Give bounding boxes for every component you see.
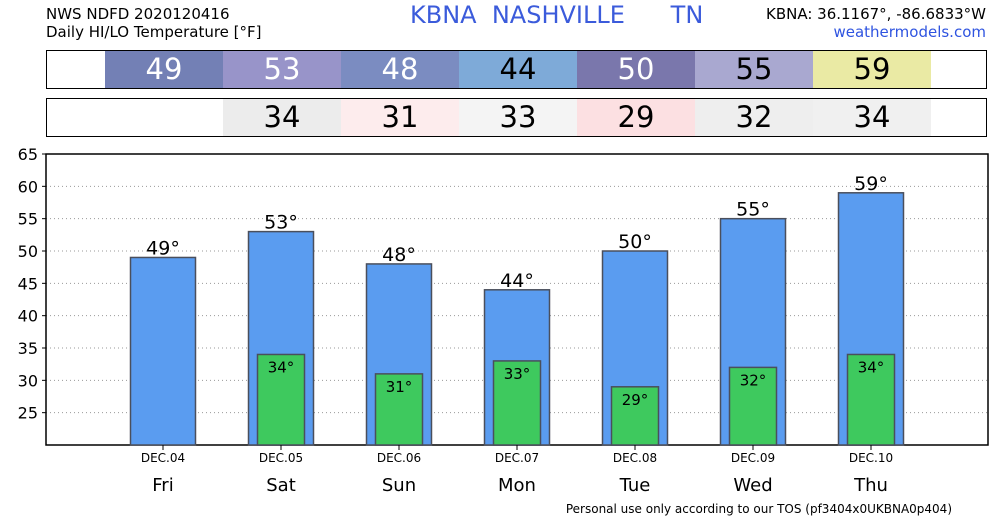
low-label: 34° xyxy=(268,358,295,376)
low-label: 31° xyxy=(386,378,413,396)
day-label: Tue xyxy=(619,475,651,496)
day-label: Thu xyxy=(853,475,888,496)
y-tick-label: 30 xyxy=(18,371,38,390)
low-bar xyxy=(256,353,306,446)
y-tick-label: 65 xyxy=(18,145,38,164)
y-tick-label: 25 xyxy=(18,404,38,423)
low-temp-strip: 34 31 33 29 32 34 xyxy=(46,98,987,137)
high-label: 49° xyxy=(146,237,180,259)
station-coords: KBNA: 36.1167°, -86.6833°W xyxy=(765,5,986,23)
temperature-chart: 25 30 35 40 45 50 55 60 65 49° DEC.04 Fri 53° 34° DEC.… xyxy=(18,145,989,496)
date-label: DEC.06 xyxy=(377,451,421,465)
day-label: Sat xyxy=(266,475,296,496)
lo-strip-cell: 34 xyxy=(223,99,341,136)
date-label: DEC.08 xyxy=(613,451,657,465)
day-label: Wed xyxy=(733,475,772,496)
high-label: 48° xyxy=(382,244,416,266)
hi-strip-cell: 50 xyxy=(577,51,695,88)
high-label: 55° xyxy=(736,199,770,221)
y-tick-label: 35 xyxy=(18,339,38,358)
station-title: KBNA NASHVILLE TN xyxy=(410,1,704,29)
lo-strip-cell: 29 xyxy=(577,99,695,136)
lo-strip-cell: 34 xyxy=(813,99,931,136)
day-label: Fri xyxy=(152,475,173,496)
hi-strip-cell: 55 xyxy=(695,51,813,88)
high-label: 50° xyxy=(618,231,652,253)
hi-strip-cell: 48 xyxy=(341,51,459,88)
low-bar xyxy=(846,353,896,446)
hi-strip-cell: 44 xyxy=(459,51,577,88)
high-temp-strip: 49 53 48 44 50 55 59 xyxy=(46,50,987,89)
lo-strip-cell: 31 xyxy=(341,99,459,136)
date-label: DEC.07 xyxy=(495,451,539,465)
date-label: DEC.05 xyxy=(259,451,303,465)
product-label: Daily HI/LO Temperature [°F] xyxy=(46,23,262,41)
y-tick-label: 55 xyxy=(18,210,38,229)
low-label: 29° xyxy=(622,391,649,409)
high-label: 59° xyxy=(854,173,888,195)
high-bar xyxy=(129,256,197,446)
site-link[interactable]: weathermodels.com xyxy=(833,23,986,41)
date-label: DEC.04 xyxy=(141,451,185,465)
high-label: 53° xyxy=(264,212,298,234)
y-tick-label: 45 xyxy=(18,274,38,293)
day-label: Mon xyxy=(498,475,536,496)
hi-strip-cell: 59 xyxy=(813,51,931,88)
hi-strip-cell: 53 xyxy=(223,51,341,88)
y-tick-label: 40 xyxy=(18,307,38,326)
date-label: DEC.10 xyxy=(849,451,893,465)
header-right: KBNA: 36.1167°, -86.6833°W weathermodels… xyxy=(766,5,986,41)
footer-tos: Personal use only according to our TOS (… xyxy=(565,502,952,516)
hi-strip-cell: 49 xyxy=(105,51,223,88)
day-label: Sun xyxy=(382,475,416,496)
high-label: 44° xyxy=(500,270,534,292)
low-bar xyxy=(610,386,660,446)
low-label: 34° xyxy=(858,358,885,376)
low-label: 33° xyxy=(504,365,531,383)
low-label: 32° xyxy=(740,371,767,389)
low-bar xyxy=(728,366,778,446)
y-tick-label: 50 xyxy=(18,242,38,261)
date-label: DEC.09 xyxy=(731,451,775,465)
lo-strip-cell: 33 xyxy=(459,99,577,136)
run-label: NWS NDFD 2020120416 xyxy=(46,5,230,23)
lo-strip-cell: 32 xyxy=(695,99,813,136)
header-left: NWS NDFD 2020120416 Daily HI/LO Temperat… xyxy=(46,5,262,41)
y-tick-label: 60 xyxy=(18,177,38,196)
